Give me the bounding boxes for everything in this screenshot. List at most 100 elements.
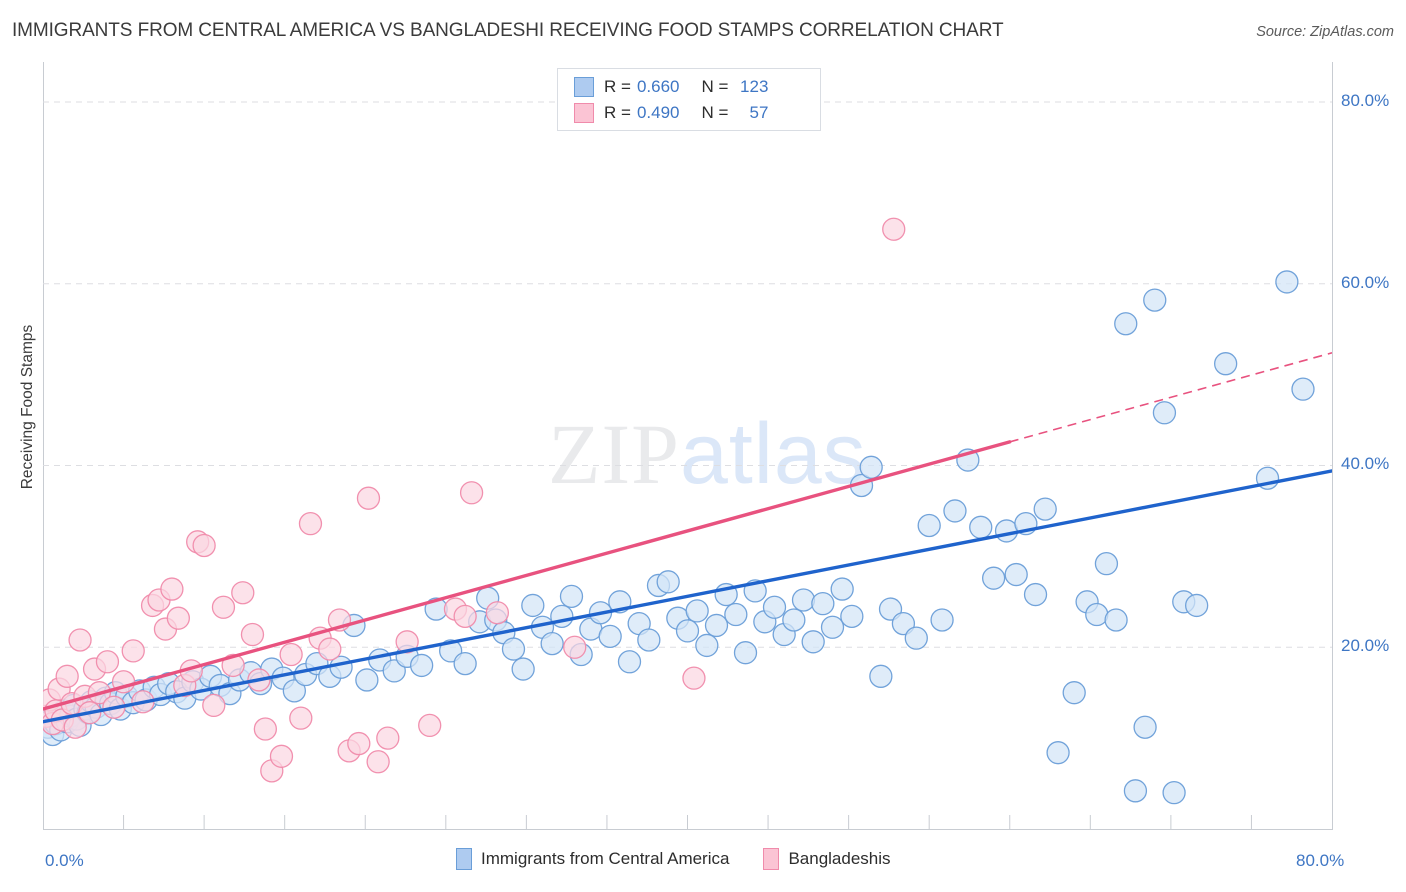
data-point [511,657,535,681]
data-point [269,744,294,768]
data-point [202,693,226,718]
series-legend-item-blue[interactable]: Immigrants from Central America [456,848,729,870]
x-tick-label-min: 0.0% [45,851,84,870]
data-point [1123,779,1148,803]
data-point [192,533,216,558]
data-point [1023,582,1048,607]
data-point [1094,551,1119,576]
trend-line [43,440,1012,711]
data-point [1143,288,1167,312]
data-point [253,717,278,741]
series-legend-item-pink[interactable]: Bangladeshis [763,848,891,870]
stats-legend: R = 0.660 N = 123 R = 0.490 N = 57 [557,68,821,131]
data-point [1152,401,1177,425]
r-label-pink: R = [604,103,631,122]
data-point [682,666,706,690]
data-point [1046,741,1070,765]
y-tick-label: 60.0% [1341,272,1390,292]
data-point [617,650,642,674]
data-point [840,604,864,628]
page-title: IMMIGRANTS FROM CENTRAL AMERICA VS BANGL… [12,20,1004,41]
n-value-blue: 123 [740,77,769,96]
data-point [830,577,854,601]
data-point [782,608,806,632]
data-point [917,513,941,538]
data-point [791,588,816,612]
data-point [1085,602,1109,627]
y-tick-label: 20.0% [1341,636,1390,656]
data-point [869,664,893,688]
data-point [695,633,719,658]
n-label-blue: N = [701,77,729,96]
plot-right-border [1332,62,1333,829]
data-point [453,604,477,628]
data-point [981,566,1006,590]
data-point [382,659,406,683]
x-axis-line [43,829,1333,830]
stats-legend-row-pink: R = 0.490 N = 57 [574,100,768,126]
data-point [318,637,342,661]
data-point [969,515,993,539]
data-point [366,750,390,774]
y-axis-line [43,62,44,829]
data-point [656,570,680,594]
data-point [1062,681,1086,705]
y-axis-title: Receiving Food Stamps [19,324,36,490]
data-point [521,593,545,618]
data-point [1291,377,1315,401]
series-points-pink [43,217,906,783]
data-point [418,713,442,738]
n-value-pink: 57 [749,103,769,122]
data-point [395,630,419,654]
data-point [598,624,622,648]
r-value-blue: 0.660 [636,77,680,96]
data-point [559,584,584,609]
series-label-pink: Bangladeshis [788,849,891,868]
series-points-blue [43,270,1315,805]
data-point [1162,780,1186,805]
data-point [376,726,400,750]
plot-area [43,101,1332,829]
data-point [289,706,313,730]
data-point [501,637,526,661]
series-swatch-pink [763,848,780,870]
legend-swatch-blue [574,77,594,97]
data-point [282,679,307,703]
r-label-blue: R = [604,77,631,96]
source-attribution: Source: ZipAtlas.com [1256,24,1394,40]
data-point [347,731,371,756]
data-point [1275,270,1299,294]
data-point [882,217,906,241]
data-point [550,604,574,628]
data-point [859,455,883,479]
data-point [459,481,484,505]
data-point [221,653,245,678]
data-point [279,642,303,667]
data-point [68,628,92,652]
data-point [1214,352,1238,376]
data-point [485,601,510,625]
data-point [811,591,835,616]
data-point [637,628,661,652]
data-point [55,664,79,688]
trend-line-extension [1009,352,1332,443]
trend-line [43,469,1332,724]
data-point [930,608,954,632]
data-point [160,577,184,601]
data-point [240,622,265,647]
series-label-blue: Immigrants from Central America [481,849,730,868]
data-point [891,611,916,636]
data-point [704,613,729,638]
data-point [409,653,434,678]
n-label-pink: N = [701,103,729,122]
data-point [820,615,845,639]
data-point [1133,715,1157,739]
y-tick-label: 80.0% [1341,90,1390,110]
data-point [904,626,928,650]
data-point [801,630,825,654]
data-point [355,668,379,692]
data-point [1033,497,1057,521]
data-point [211,595,236,619]
data-point [166,606,190,630]
